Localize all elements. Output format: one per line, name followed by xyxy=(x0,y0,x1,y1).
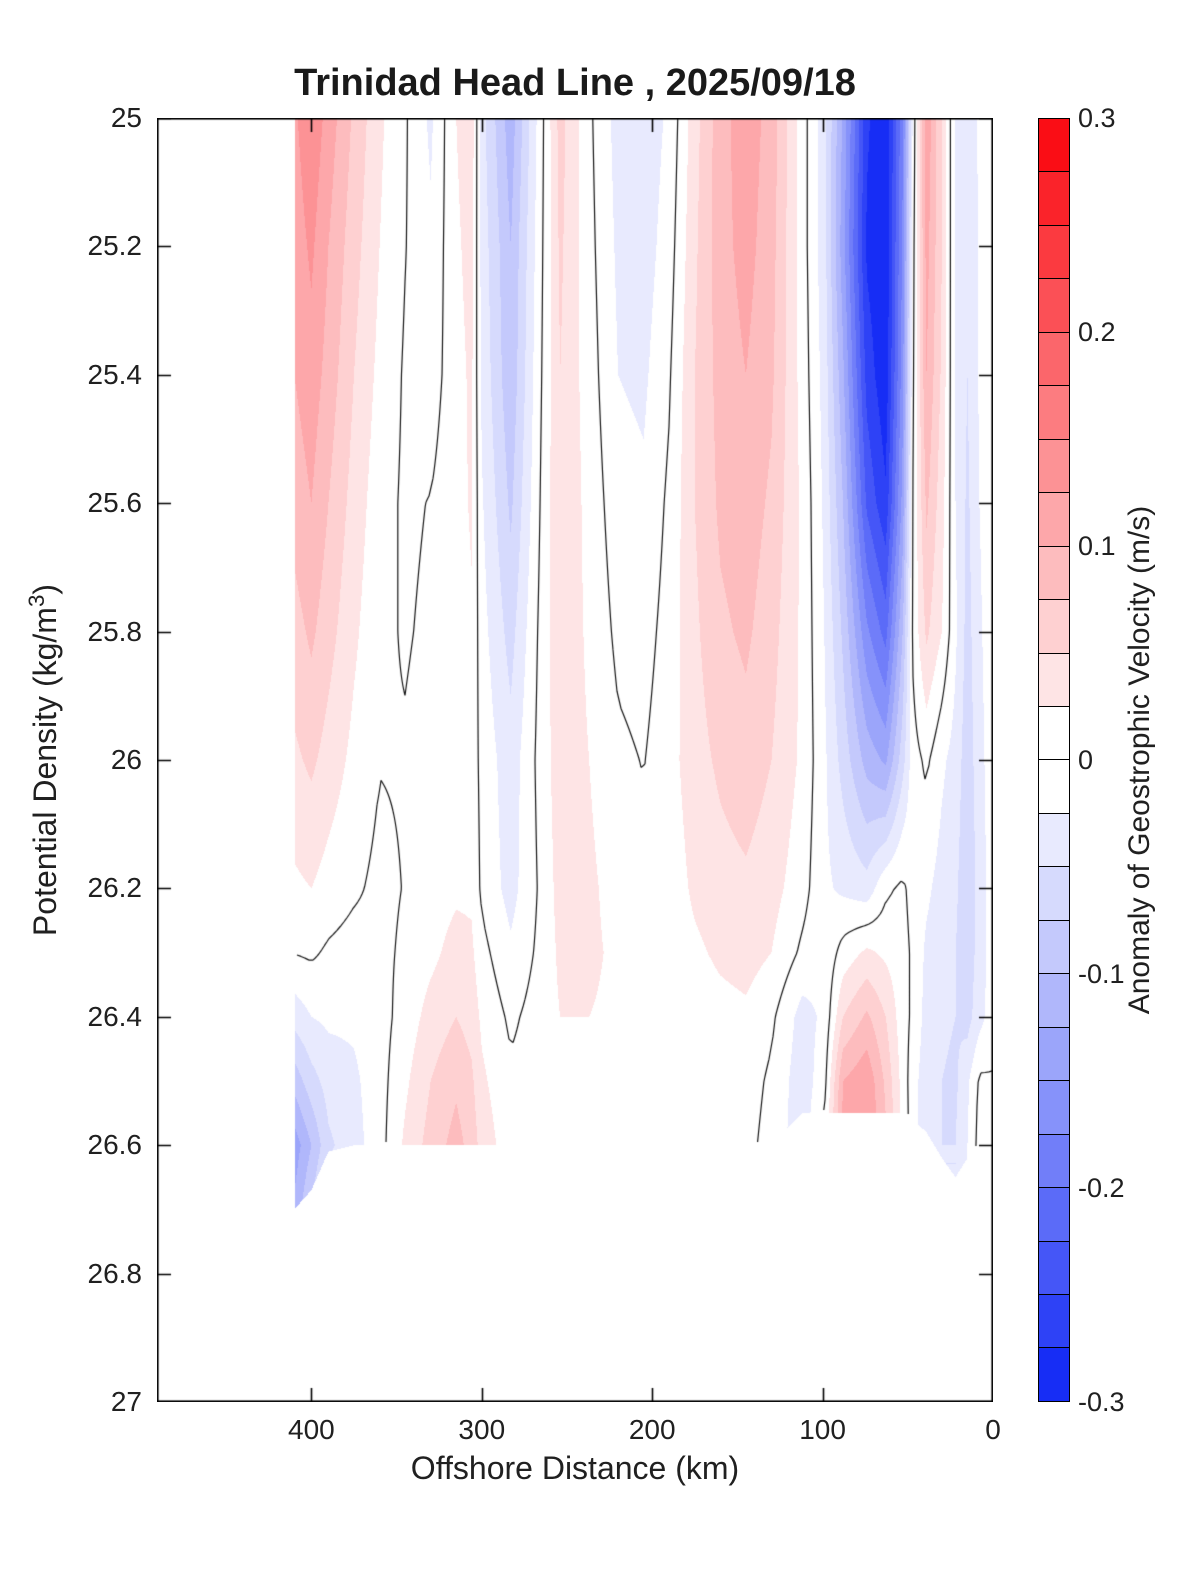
colorbar-segment xyxy=(1039,653,1069,707)
x-tick-label: 300 xyxy=(458,1414,506,1445)
y-tick-label: 27 xyxy=(110,1386,142,1417)
colorbar-segment xyxy=(1039,760,1069,814)
y-tick-label: 25.2 xyxy=(87,230,143,262)
colorbar-segment xyxy=(1039,332,1069,387)
colorbar-segment xyxy=(1039,172,1069,226)
contour-plot-canvas xyxy=(157,118,993,1402)
y-tick-label: 26.4 xyxy=(87,1000,143,1032)
x-tick-label: 100 xyxy=(799,1414,846,1445)
y-tick-label: 25.8 xyxy=(87,615,143,647)
colorbar-segment xyxy=(1039,1348,1069,1401)
colorbar-segment xyxy=(1039,546,1069,601)
x-tick-label: 0 xyxy=(985,1414,1001,1445)
y-tick-label: 26 xyxy=(110,744,142,775)
colorbar-segment xyxy=(1039,439,1069,494)
colorbar-tick-label: -0.1 xyxy=(1078,959,1125,989)
colorbar-segment xyxy=(1039,1134,1069,1189)
y-tick-label: 26.8 xyxy=(87,1257,143,1289)
colorbar-segment xyxy=(1039,493,1069,547)
colorbar-tick-label: 0.2 xyxy=(1078,317,1116,347)
colorbar-segment xyxy=(1039,1188,1069,1242)
colorbar-segment xyxy=(1039,1294,1069,1349)
colorbar-tick-label: -0.3 xyxy=(1078,1387,1125,1417)
colorbar-segment xyxy=(1039,279,1069,333)
colorbar-segment xyxy=(1039,867,1069,921)
colorbar-segment xyxy=(1039,386,1069,440)
y-tick-label: 25.6 xyxy=(87,487,143,519)
x-tick-label: 400 xyxy=(288,1414,335,1445)
x-axis-label: Offshore Distance (km) xyxy=(410,1450,740,1486)
colorbar-segment xyxy=(1039,813,1069,868)
colorbar-segment xyxy=(1039,119,1069,173)
colorbar-tick-label: 0.3 xyxy=(1078,103,1116,133)
x-tick-label: 200 xyxy=(628,1414,676,1445)
colorbar-segment xyxy=(1039,974,1069,1028)
colorbar-segment xyxy=(1039,920,1069,975)
y-tick-label: 26.6 xyxy=(87,1129,143,1161)
colorbar-segment xyxy=(1039,706,1069,761)
colorbar-segment xyxy=(1039,1081,1069,1135)
y-tick-label: 25.4 xyxy=(87,358,143,390)
y-tick-label: 26.2 xyxy=(87,872,143,904)
colorbar-segment xyxy=(1039,1027,1069,1082)
y-tick-label: 25 xyxy=(110,102,142,133)
colorbar-tick-label: 0.1 xyxy=(1078,531,1116,561)
colorbar-tick-label: -0.2 xyxy=(1078,1173,1125,1203)
colorbar-tick-label: 0 xyxy=(1078,745,1094,775)
chart-title: Trinidad Head Line , 2025/09/18 xyxy=(294,62,856,104)
colorbar xyxy=(1038,118,1070,1402)
colorbar-segment xyxy=(1039,600,1069,654)
colorbar-segment xyxy=(1039,225,1069,280)
colorbar-segment xyxy=(1039,1241,1069,1295)
